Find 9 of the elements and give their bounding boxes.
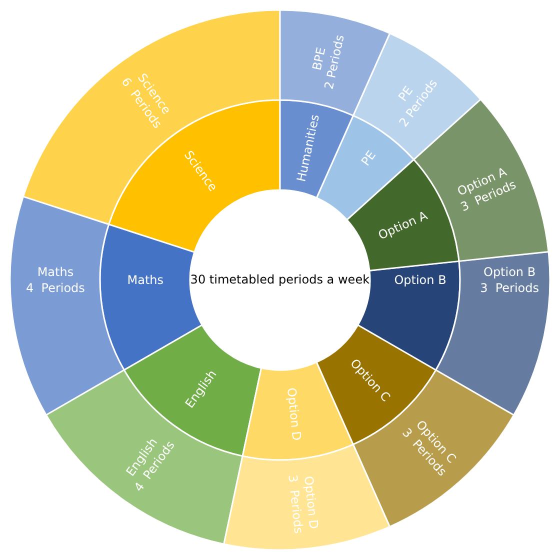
data-label: Maths 4 Periods <box>26 265 85 295</box>
data-label: Option D 3 Periods <box>286 474 321 534</box>
category-label: PE <box>358 148 378 168</box>
category-label: Option B <box>394 273 446 287</box>
data-label: Option B 3 Periods <box>480 265 540 295</box>
category-label: Maths <box>127 273 164 287</box>
text: 30 timetabled periods a week <box>190 272 370 287</box>
data-label: BPE 2 Periods <box>310 34 347 90</box>
category-label: Option D <box>284 386 304 442</box>
